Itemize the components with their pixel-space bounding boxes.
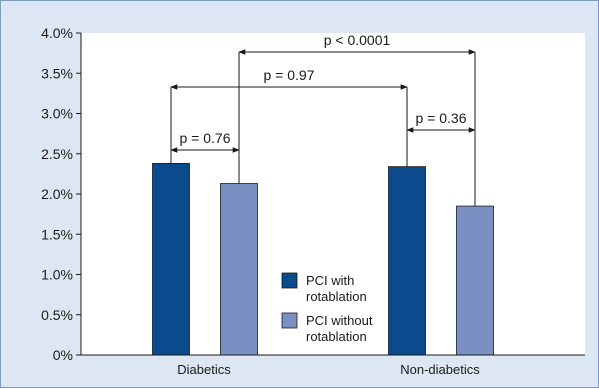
- y-tick-label: 2.5%: [41, 146, 73, 162]
- x-tick-label: Diabetics: [177, 362, 231, 377]
- x-tick-label: Non-diabetics: [400, 362, 480, 377]
- legend-label-0: PCI with: [306, 273, 354, 288]
- legend-label-1: PCI without: [306, 313, 373, 328]
- y-tick-label: 3.0%: [41, 106, 73, 122]
- y-tick-label: 0.5%: [41, 307, 73, 323]
- bar-1-1: [456, 205, 494, 356]
- legend-swatch-1: [281, 312, 298, 329]
- annotation-p-0001: p < 0.0001: [324, 32, 391, 48]
- legend-label-0: rotablation: [306, 289, 367, 304]
- y-tick-label: 1.0%: [41, 267, 73, 283]
- bar-0-1: [220, 183, 258, 356]
- y-tick-label: 2.0%: [41, 186, 73, 202]
- y-tick-label: 3.5%: [41, 65, 73, 81]
- annotation-p-076: p = 0.76: [180, 130, 231, 146]
- legend-swatch-0: [281, 272, 298, 289]
- y-tick-label: 0%: [53, 347, 73, 363]
- legend-label-1: rotablation: [306, 329, 367, 344]
- annotation-p-097: p = 0.97: [264, 67, 315, 83]
- bar-0-0: [152, 163, 190, 356]
- y-tick-label: 4.0%: [41, 25, 73, 41]
- bar-1-0: [388, 166, 426, 356]
- y-tick-label: 1.5%: [41, 226, 73, 242]
- annotation-p-036: p = 0.36: [416, 110, 467, 126]
